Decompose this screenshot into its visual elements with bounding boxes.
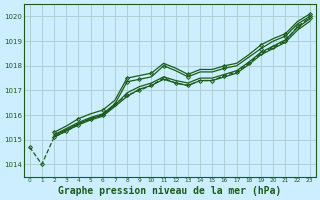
- X-axis label: Graphe pression niveau de la mer (hPa): Graphe pression niveau de la mer (hPa): [58, 186, 281, 196]
